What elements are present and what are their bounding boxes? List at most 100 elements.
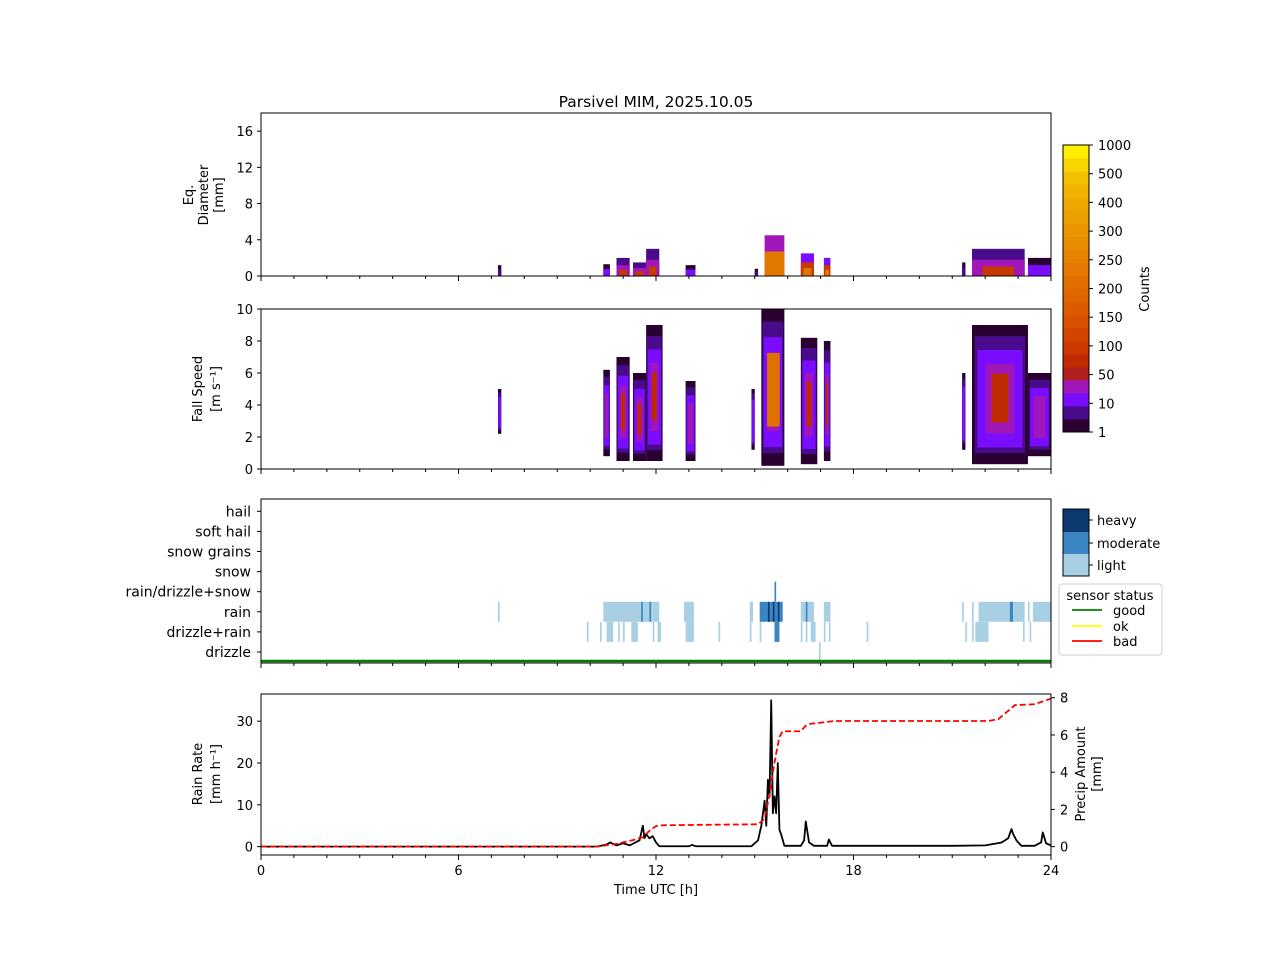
precip-type-cell bbox=[600, 621, 602, 642]
time-x-ticks: 0 6 12 18 24 bbox=[257, 855, 1059, 879]
precip-type-label: rain bbox=[224, 605, 251, 621]
rain-rate-y-ticks: 0 10 20 30 bbox=[236, 715, 261, 856]
fall-speed-x-ticks bbox=[260, 469, 1052, 474]
colorbar-tick-label: 100 bbox=[1098, 340, 1123, 355]
colorbar-cell bbox=[1063, 184, 1089, 198]
diameter-panel: 0 4 8 12 16 Eq. Diameter [mm] bbox=[182, 112, 1052, 285]
precip-type-cell bbox=[606, 621, 614, 642]
precip-type-cell bbox=[828, 621, 831, 642]
precip-type-label: rain/drizzle+snow bbox=[126, 585, 251, 601]
precip-type-cell bbox=[641, 601, 643, 622]
precip-type-cell bbox=[1029, 621, 1032, 642]
precip-type-axes-frame bbox=[260, 498, 1052, 664]
rain-rate-line bbox=[261, 699, 1052, 848]
fall-speed-y-tick-label: 2 bbox=[245, 431, 253, 446]
colorbar-cell bbox=[1063, 158, 1089, 172]
precip-type-label: hail bbox=[226, 504, 251, 520]
diameter-cell bbox=[825, 269, 830, 276]
precip-type-label: drizzle bbox=[205, 645, 251, 661]
precip-type-cell bbox=[618, 621, 620, 642]
precip-type-cell bbox=[962, 601, 964, 622]
fall-speed-y-ticks: 0 2 4 6 8 10 bbox=[236, 303, 261, 478]
precip-amount-y-ticks: 0 2 4 6 8 bbox=[1051, 692, 1068, 856]
colorbar-tick-label: 50 bbox=[1098, 369, 1115, 384]
rain-lines bbox=[261, 697, 1052, 848]
colorbar-cell bbox=[1063, 392, 1089, 407]
diameter-ylabel-line1: Eq. bbox=[182, 185, 197, 206]
diameter-y-ticks: 0 4 8 12 16 bbox=[236, 125, 261, 285]
x-tick-label: 18 bbox=[845, 864, 862, 879]
precip-amount-y-tick-label: 0 bbox=[1060, 841, 1068, 856]
precip-amount-y-tick-label: 2 bbox=[1060, 803, 1068, 818]
colorbar-cell bbox=[1063, 275, 1089, 289]
diameter-ylabel-line2: Diameter bbox=[197, 164, 212, 225]
counts-colorbar: 1 10 50 100 150 200 250 300 400 500 1000 Counts bbox=[1062, 139, 1153, 441]
precip-type-cell bbox=[759, 621, 762, 642]
rain-rate-y-tick-label: 10 bbox=[236, 799, 253, 814]
colorbar-cell bbox=[1063, 405, 1089, 420]
legend-ok-label: ok bbox=[1113, 620, 1129, 635]
intensity-label-heavy: heavy bbox=[1097, 514, 1137, 529]
diameter-cell bbox=[754, 271, 759, 276]
colorbar-cell bbox=[1063, 418, 1089, 433]
colorbar-cell bbox=[1063, 366, 1089, 381]
diameter-cell bbox=[962, 267, 966, 276]
legend-box bbox=[1058, 583, 1163, 656]
x-tick-label: 12 bbox=[648, 864, 665, 879]
precip-amount-y-tick-label: 8 bbox=[1060, 692, 1068, 707]
intensity-light-swatch bbox=[1063, 554, 1089, 576]
colorbar-cell bbox=[1063, 262, 1089, 276]
x-axis-label: Time UTC [h] bbox=[613, 883, 698, 898]
precip-type-cell bbox=[810, 621, 816, 642]
colorbar-tick-label: 10 bbox=[1098, 397, 1115, 412]
diameter-cell bbox=[982, 266, 1015, 276]
fall-speed-cell bbox=[1033, 396, 1046, 438]
precip-type-cell bbox=[1009, 601, 1014, 622]
precip-type-cell bbox=[1032, 601, 1051, 622]
fall-speed-ylabel-line1: Fall Speed bbox=[191, 356, 206, 422]
precip-type-cell bbox=[777, 601, 780, 622]
diameter-cell bbox=[685, 269, 696, 276]
precip-type-cell bbox=[759, 601, 783, 622]
rain-rate-y-tick-label: 30 bbox=[236, 715, 253, 730]
colorbar-cell bbox=[1063, 327, 1089, 342]
fall-speed-cell bbox=[806, 382, 812, 427]
fall-speed-cell bbox=[826, 383, 829, 425]
colorbar-cell bbox=[1063, 301, 1089, 316]
precip-type-label: drizzle+rain bbox=[166, 625, 251, 641]
colorbar-tick-label: 1 bbox=[1098, 426, 1106, 441]
colorbar-cell bbox=[1063, 249, 1089, 263]
diameter-y-tick-label: 16 bbox=[236, 125, 253, 140]
diameter-cell bbox=[1027, 265, 1051, 276]
diameter-cell bbox=[648, 266, 657, 276]
intensity-label-light: light bbox=[1097, 559, 1126, 574]
fall-speed-y-tick-label: 4 bbox=[245, 399, 253, 414]
fall-speed-y-tick-label: 10 bbox=[236, 303, 253, 318]
rain-axes-frame bbox=[260, 693, 1052, 856]
precip-type-cell bbox=[498, 601, 500, 622]
diameter-cell bbox=[603, 268, 610, 276]
legend-bad-label: bad bbox=[1113, 635, 1137, 650]
colorbar-cell bbox=[1063, 314, 1089, 329]
intensity-colorbar: heavy moderate light bbox=[1062, 508, 1160, 577]
precip-type-cell bbox=[685, 621, 694, 642]
colorbar-tick-label: 300 bbox=[1098, 225, 1123, 240]
fall-speed-cell bbox=[621, 393, 626, 430]
precip-type-cell bbox=[823, 621, 826, 642]
colorbar-label: Counts bbox=[1138, 266, 1153, 312]
colorbar-tick-label: 500 bbox=[1098, 168, 1123, 183]
fall-speed-y-tick-label: 0 bbox=[245, 463, 253, 478]
intensity-moderate-swatch bbox=[1063, 532, 1089, 554]
fall-speed-ylabel-line2: [m s⁻¹] bbox=[209, 366, 224, 412]
colorbar-cell bbox=[1063, 340, 1089, 355]
fall-speed-cell bbox=[651, 372, 657, 421]
precip-type-cell bbox=[652, 601, 660, 622]
precip-type-cell bbox=[823, 601, 831, 622]
precip-type-cell bbox=[772, 601, 775, 622]
colorbar-cell bbox=[1063, 197, 1089, 211]
fall-speed-panel: 0 2 4 6 8 10 Fall Speed [m s⁻¹] bbox=[191, 303, 1052, 478]
precip-type-cell bbox=[767, 601, 770, 622]
precip-type-heatmap bbox=[498, 581, 1051, 662]
precip-amount-y-tick-label: 6 bbox=[1060, 729, 1068, 744]
